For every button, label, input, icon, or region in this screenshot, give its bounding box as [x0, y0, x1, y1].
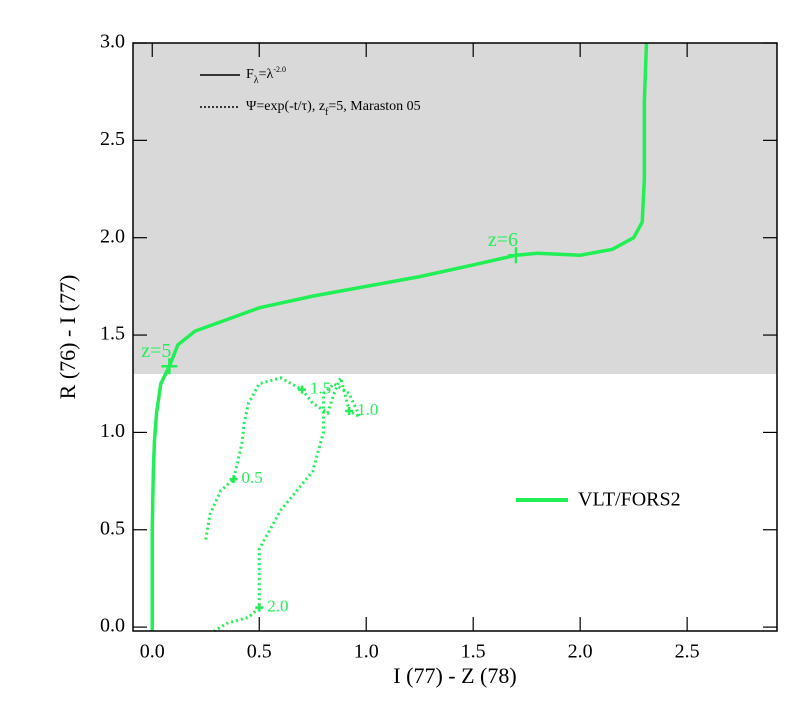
marker — [255, 603, 264, 612]
marker-label: z=6 — [488, 229, 518, 251]
legend-label: Ψ=exp(-t/τ), zf=5, Maraston 05 — [246, 99, 421, 118]
marker — [345, 406, 354, 415]
marker — [298, 385, 307, 394]
y-axis-label: R (76) - I (77) — [55, 275, 80, 400]
y-tick-label: 0.0 — [100, 615, 125, 637]
data-line — [204, 373, 364, 633]
x-tick-label: 2.5 — [675, 641, 700, 663]
x-tick-label: 1.5 — [461, 641, 486, 663]
marker-label: 0.5 — [242, 468, 263, 487]
x-tick-label: 2.0 — [568, 641, 593, 663]
y-tick-label: 2.5 — [100, 128, 125, 150]
x-tick-label: 1.0 — [354, 641, 379, 663]
legend-text-part: f — [325, 107, 329, 118]
legend-label: Fλ=λ-2.0 — [246, 65, 286, 85]
marker — [507, 247, 524, 264]
legend-text-part: F — [246, 67, 254, 82]
data-line — [150, 42, 649, 631]
legend-text-part: -2.0 — [273, 65, 286, 74]
y-tick-label: 3.0 — [100, 31, 125, 53]
legend-text-part: =5, Maraston 05 — [328, 99, 420, 114]
marker-label: 1.0 — [357, 400, 378, 419]
y-tick-label: 0.5 — [100, 517, 125, 539]
marker-label: 2.0 — [267, 597, 288, 616]
x-tick-label: 0.5 — [247, 641, 272, 663]
y-tick-label: 1.5 — [100, 323, 125, 345]
legend-text-part: =λ — [259, 67, 274, 82]
marker-label: 1.5 — [310, 378, 331, 397]
marker — [229, 475, 238, 484]
legend-text-part: Ψ=exp(-t/τ), z — [246, 99, 325, 114]
plot-frame — [132, 42, 778, 632]
shaded-region — [133, 43, 777, 374]
marker — [161, 358, 178, 375]
y-tick-label: 1.0 — [100, 420, 125, 442]
marker-label: z=5 — [141, 340, 171, 362]
legend-text-part: λ — [254, 75, 259, 86]
x-axis-label: I (77) - Z (78) — [393, 663, 516, 688]
y-tick-label: 2.0 — [100, 225, 125, 247]
x-tick-label: 0.0 — [140, 641, 165, 663]
legend-label: VLT/FORS2 — [578, 489, 681, 511]
